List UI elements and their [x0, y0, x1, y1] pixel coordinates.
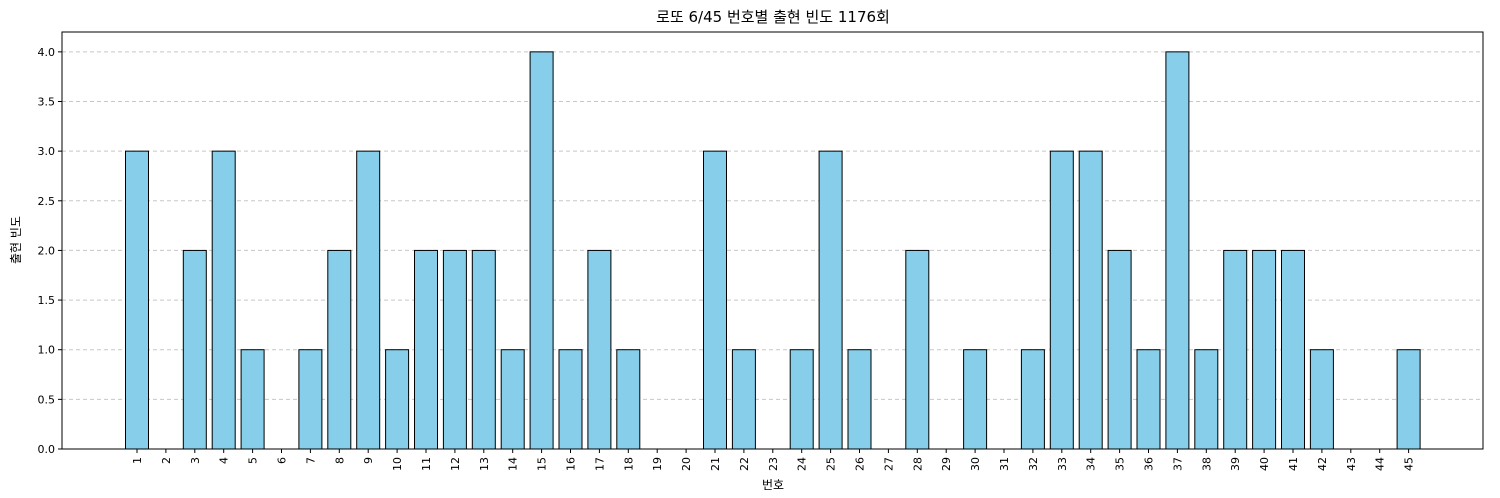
x-tick-label: 19: [651, 457, 664, 471]
bar-8: [327, 249, 352, 450]
x-tick-label: 4: [218, 457, 231, 464]
y-tick-label: 3.0: [38, 145, 56, 158]
x-tick-label: 38: [1200, 457, 1213, 471]
x-tick-label: 13: [478, 457, 491, 471]
bar-45: [1396, 349, 1421, 450]
y-tick-label: 2.0: [38, 244, 56, 257]
chart-title: 로또 6/45 번호별 출현 빈도 1176회: [656, 8, 890, 26]
x-tick-label: 23: [767, 457, 780, 471]
bar-17: [587, 249, 612, 450]
x-tick-label: 18: [622, 457, 635, 471]
x-tick-label: 9: [362, 457, 375, 464]
x-tick-label: 33: [1056, 457, 1069, 471]
x-tick-label: 27: [882, 457, 895, 471]
x-tick-label: 30: [969, 457, 982, 471]
bar-12: [442, 249, 467, 450]
y-tick-label: 0.5: [38, 393, 56, 406]
y-tick-label: 2.5: [38, 195, 56, 208]
bar-34: [1078, 150, 1103, 450]
x-axis-label: 번호: [762, 478, 784, 492]
x-axis-ticks: 1 2 3 4 5 6 7 8 9 10 11 12 13 14 15 16 17 18 19 20 21 22 23 24 2…: [131, 449, 1416, 471]
x-tick-label: 16: [565, 457, 578, 471]
x-tick-label: 22: [738, 457, 751, 471]
x-tick-label: 43: [1345, 457, 1358, 471]
bar-16: [558, 349, 583, 450]
bar-21: [703, 150, 727, 450]
x-tick-label: 41: [1287, 457, 1300, 471]
bar-39: [1223, 249, 1248, 450]
bar-38: [1194, 349, 1219, 450]
x-tick-label: 1: [131, 457, 144, 464]
bar-40: [1252, 249, 1277, 450]
x-tick-label: 28: [911, 457, 924, 471]
bar-24: [789, 349, 814, 450]
bar-4: [211, 150, 236, 450]
y-tick-label: 4.0: [38, 46, 56, 59]
bar-5: [240, 349, 265, 450]
y-axis-ticks: 0.0 0.5 1.0 1.5 2.0 2.5 3.0 3.5 4.0: [38, 46, 62, 456]
bar-36: [1136, 349, 1161, 450]
bar-30: [963, 349, 988, 450]
bars: [125, 51, 1421, 450]
bar-15: [529, 51, 554, 450]
x-tick-label: 39: [1229, 457, 1242, 471]
x-tick-label: 6: [276, 457, 289, 464]
x-tick-label: 15: [536, 457, 549, 471]
bar-26: [847, 349, 872, 450]
x-tick-label: 37: [1171, 457, 1184, 471]
bar-1: [125, 150, 149, 450]
x-tick-label: 36: [1143, 457, 1156, 471]
x-tick-label: 31: [998, 457, 1011, 471]
x-tick-label: 26: [854, 457, 867, 471]
y-tick-label: 1.5: [38, 294, 56, 307]
x-tick-label: 14: [507, 457, 520, 471]
y-tick-label: 3.5: [38, 96, 56, 109]
bar-35: [1107, 249, 1132, 450]
x-tick-label: 3: [189, 457, 202, 464]
y-tick-label: 1.0: [38, 344, 56, 357]
x-tick-label: 35: [1114, 457, 1127, 471]
x-tick-label: 40: [1258, 457, 1271, 471]
y-axis-label: 출현 빈도: [9, 216, 23, 264]
bar-11: [414, 249, 438, 450]
bar-13: [471, 249, 496, 450]
x-tick-label: 12: [449, 457, 462, 471]
bar-32: [1020, 349, 1045, 450]
bar-42: [1309, 349, 1334, 450]
bar-9: [356, 150, 381, 450]
x-tick-label: 25: [825, 457, 838, 471]
x-tick-label: 11: [420, 457, 433, 471]
x-tick-label: 17: [593, 457, 606, 471]
bar-10: [385, 349, 410, 450]
bar-41: [1281, 249, 1305, 450]
bar-37: [1165, 51, 1190, 450]
x-tick-label: 32: [1027, 457, 1040, 471]
bar-18: [616, 349, 641, 450]
x-tick-label: 42: [1316, 457, 1329, 471]
x-tick-label: 34: [1085, 457, 1098, 471]
x-tick-label: 44: [1374, 457, 1387, 471]
x-tick-label: 5: [247, 457, 260, 464]
x-tick-label: 7: [304, 457, 317, 464]
y-tick-label: 0.0: [38, 443, 56, 456]
bar-7: [298, 349, 323, 450]
bar-3: [182, 249, 207, 450]
x-tick-label: 10: [391, 457, 404, 471]
x-tick-label: 8: [333, 457, 346, 464]
x-tick-label: 21: [709, 457, 722, 471]
bar-33: [1049, 150, 1074, 450]
x-tick-label: 2: [160, 457, 173, 464]
x-tick-label: 29: [940, 457, 953, 471]
bar-14: [500, 349, 525, 450]
bar-22: [731, 349, 756, 450]
x-tick-label: 24: [796, 457, 809, 471]
x-tick-label: 45: [1403, 457, 1416, 471]
bar-28: [905, 249, 930, 450]
bar-25: [818, 150, 843, 450]
x-tick-label: 20: [680, 457, 693, 471]
